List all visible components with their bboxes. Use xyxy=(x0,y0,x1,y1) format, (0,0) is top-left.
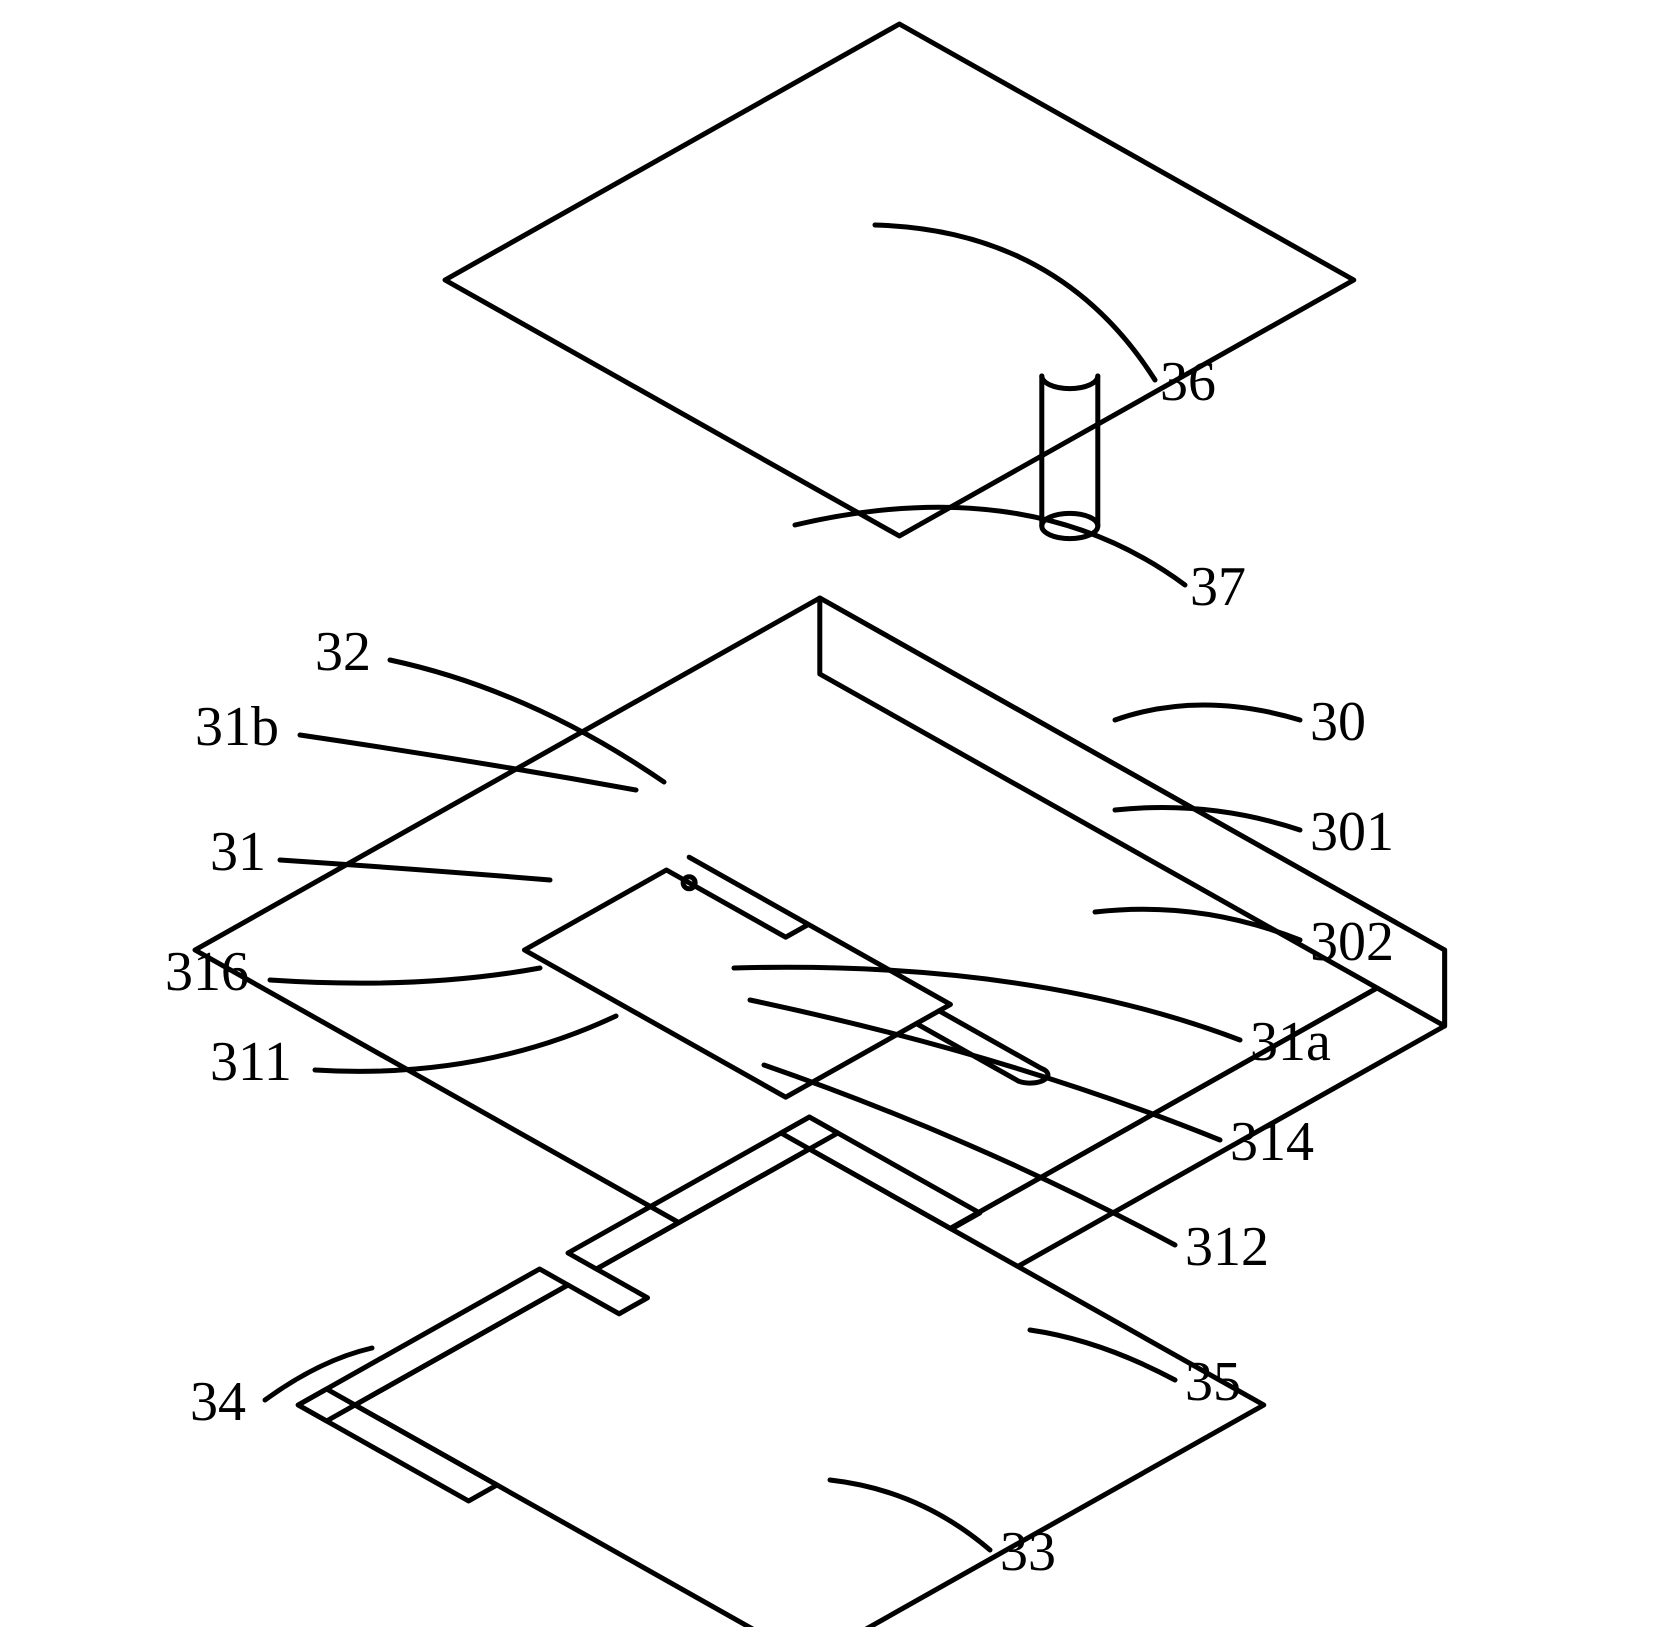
label-37: 37 xyxy=(1190,556,1246,618)
label-316: 316 xyxy=(165,941,249,1003)
label-31: 31 xyxy=(210,821,266,883)
label-314: 314 xyxy=(1230,1111,1314,1173)
leader-30 xyxy=(1115,705,1300,720)
label-35: 35 xyxy=(1185,1351,1241,1413)
label-312: 312 xyxy=(1185,1216,1269,1278)
label-32: 32 xyxy=(315,621,371,683)
label-302: 302 xyxy=(1310,911,1394,973)
geometry-layer xyxy=(195,24,1445,1627)
label-34: 34 xyxy=(190,1371,246,1433)
diagram-canvas: 30 31 32 33 34 35 36 37 301 302 311 312 314 316 31b 31a xyxy=(0,0,1662,1627)
label-36: 36 xyxy=(1160,351,1216,413)
label-31b: 31b xyxy=(195,696,279,758)
label-301: 301 xyxy=(1310,801,1394,863)
label-31a: 31a xyxy=(1250,1011,1331,1073)
label-33: 33 xyxy=(1000,1521,1056,1583)
label-311: 311 xyxy=(210,1031,292,1093)
leader-37 xyxy=(795,507,1185,585)
label-30: 30 xyxy=(1310,691,1366,753)
